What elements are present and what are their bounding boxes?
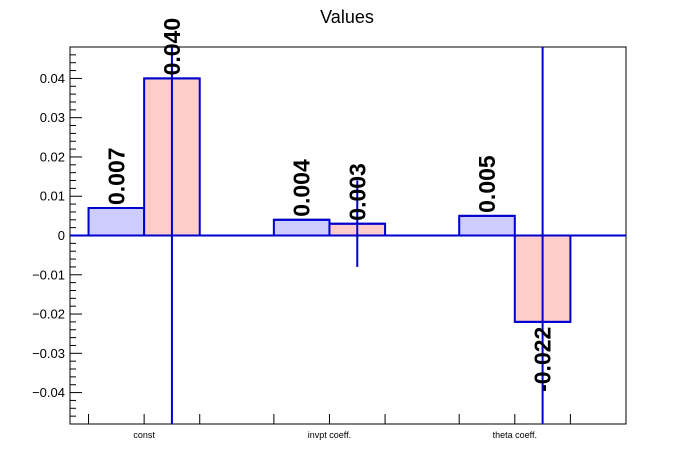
bar-const-series-0 — [87, 207, 146, 237]
bar-invpt-coeff--series-0 — [272, 218, 331, 237]
y-tick-label: 0.02 — [40, 149, 65, 164]
x-category-label: invpt coeff. — [308, 430, 351, 440]
data-label: 0.004 — [289, 159, 315, 217]
y-tick-label: −0.01 — [32, 267, 65, 282]
y-tick-label: 0.03 — [40, 110, 65, 125]
y-tick-label: 0.01 — [40, 189, 65, 204]
y-tick-label: −0.03 — [32, 346, 65, 361]
x-category-label: const — [133, 430, 155, 440]
y-tick-label: 0.04 — [40, 71, 65, 86]
data-label: 0.005 — [474, 155, 500, 213]
x-category-label: theta coeff. — [493, 430, 537, 440]
y-tick-label: −0.04 — [32, 385, 65, 400]
data-label: 0.003 — [344, 163, 370, 221]
data-label: 0.040 — [159, 18, 185, 76]
y-tick-label: 0 — [58, 228, 65, 243]
data-label: -0.022 — [530, 327, 556, 392]
chart-title: Values — [320, 7, 374, 27]
data-label: 0.007 — [103, 147, 129, 205]
bar-theta-coeff--series-0 — [458, 214, 516, 237]
y-tick-label: −0.02 — [32, 307, 65, 322]
